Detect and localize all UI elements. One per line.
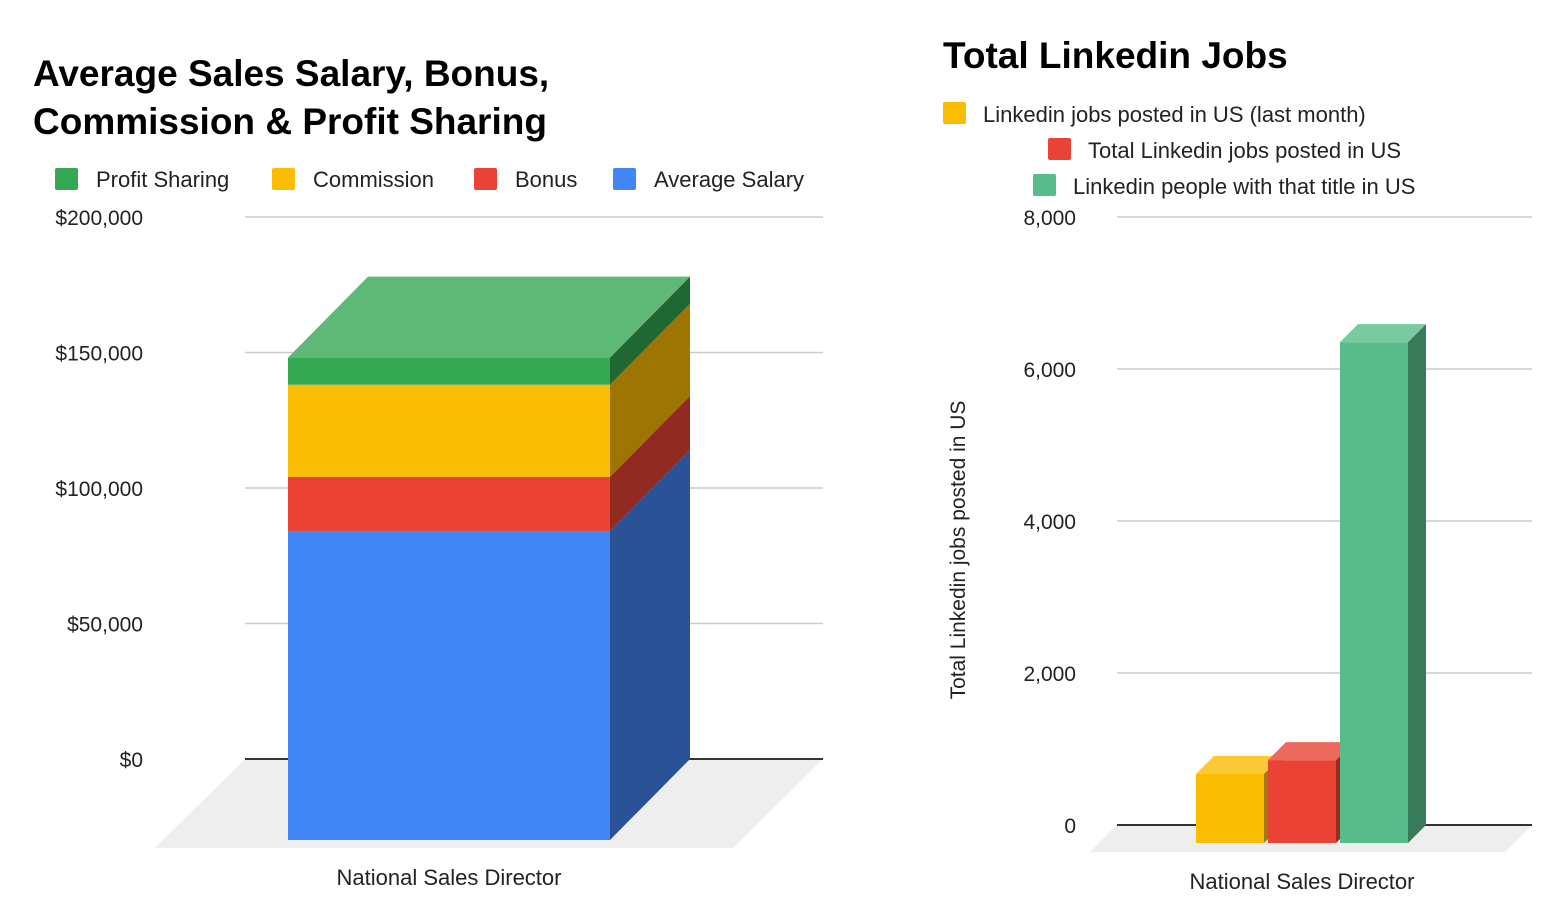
legend-swatch <box>272 168 295 190</box>
legend-label: Linkedin jobs posted in US (last month) <box>983 102 1366 127</box>
legend-swatch <box>943 102 966 124</box>
right-chart-legend: Linkedin jobs posted in US (last month) T… <box>943 102 1415 199</box>
right-chart-x-tick-label: National Sales Director <box>1190 869 1415 894</box>
y-tick-label: 2,000 <box>1023 663 1076 686</box>
bar-segment-commission <box>288 384 610 477</box>
right-chart-y-axis-title: Total Linkedin jobs posted in US <box>947 401 970 700</box>
bar-side-profit-sharing <box>610 276 690 385</box>
legend-label: Linkedin people with that title in US <box>1073 174 1415 199</box>
legend-label: Total Linkedin jobs posted in US <box>1088 138 1401 163</box>
left-chart-bars <box>288 276 690 840</box>
bar-side-average-salary <box>610 450 690 840</box>
y-tick-label: $150,000 <box>55 343 143 366</box>
bar-red <box>1268 760 1336 843</box>
bar-side-green <box>1408 324 1426 843</box>
bar-segment-bonus <box>288 476 610 532</box>
legend-swatch <box>1048 138 1071 160</box>
bar-segment-average-salary <box>288 531 610 840</box>
legend-label: Average Salary <box>654 167 804 192</box>
y-tick-label: $100,000 <box>55 478 143 501</box>
legend-swatch <box>613 168 636 190</box>
y-tick-label: $0 <box>120 749 143 772</box>
y-tick-label: $200,000 <box>55 207 143 230</box>
bar-yellow <box>1196 773 1264 843</box>
right-chart-bars <box>1196 324 1426 843</box>
legend-swatch <box>55 168 78 190</box>
legend-label: Bonus <box>515 167 577 192</box>
legend-label: Commission <box>313 167 434 192</box>
bar-side-commission <box>610 303 690 477</box>
y-tick-label: 4,000 <box>1023 511 1076 534</box>
left-chart-title-line-1: Average Sales Salary, Bonus, <box>33 53 549 94</box>
y-tick-label: 0 <box>1064 815 1076 838</box>
y-tick-label: $50,000 <box>67 614 143 637</box>
left-chart-title-line-2: Commission & Profit Sharing <box>33 101 547 142</box>
bar-top-face <box>288 276 690 358</box>
bar-segment-profit-sharing <box>288 357 610 385</box>
bar-top-face-red <box>1268 742 1354 761</box>
bar-side-bonus <box>610 395 690 532</box>
right-chart-title: Total Linkedin Jobs <box>943 35 1288 76</box>
left-chart-x-tick-label: National Sales Director <box>337 865 562 890</box>
bar-top-face-yellow <box>1196 755 1282 774</box>
legend-swatch <box>474 168 497 190</box>
legend-swatch <box>1033 174 1056 196</box>
y-tick-label: 8,000 <box>1023 207 1076 230</box>
legend-label: Profit Sharing <box>96 167 229 192</box>
bar-top-face-green <box>1340 324 1426 343</box>
y-tick-label: 6,000 <box>1023 359 1076 382</box>
left-chart-legend: Profit Sharing Commission Bonus Average Sal… <box>55 167 804 192</box>
bar-green <box>1340 342 1408 843</box>
